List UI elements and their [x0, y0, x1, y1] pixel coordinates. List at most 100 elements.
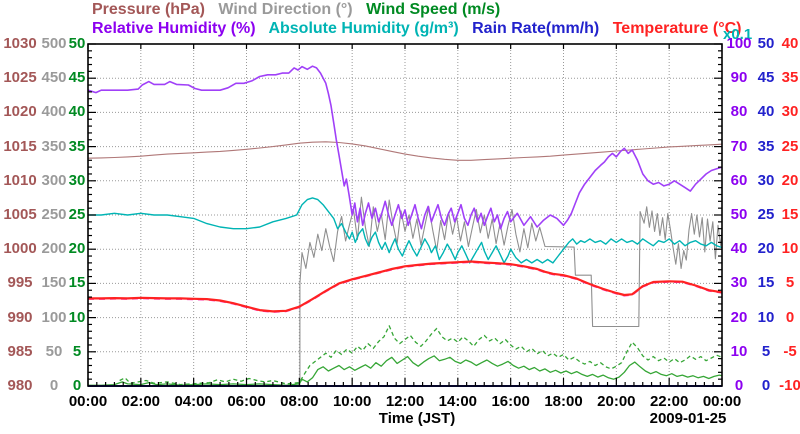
relative-humidity-axis-tick: 50 [730, 206, 748, 223]
temperature-axis-tick: 25 [781, 137, 799, 155]
legend-pressure: Pressure (hPa) [92, 1, 205, 18]
pressure-axis-tick: 1015 [3, 137, 37, 155]
wind-direction-axis-tick: 100 [41, 308, 67, 326]
rain-rate-axis-tick: 30 [757, 171, 775, 189]
rain-rate-axis-tick: 45 [757, 69, 775, 87]
wind-direction-axis-tick: 150 [41, 274, 67, 292]
relative-humidity-axis-tick: 10 [730, 342, 748, 360]
x-tick: 12:00 [385, 393, 425, 410]
rain-rate-axis-tick: 40 [757, 103, 775, 121]
relative-humidity-axis-tick: 80 [730, 103, 748, 121]
series-relative-humidity [87, 65, 723, 230]
relative-humidity-axis-tick: 90 [730, 69, 748, 87]
legend-wind-direction: Wind Direction (°) [218, 1, 353, 18]
x-axis-title: Time (JST) [378, 410, 456, 427]
rain-rate-axis-tick: 0 [761, 377, 771, 394]
wind-speed-axis-tick: 30 [68, 171, 86, 189]
series-absolute-humidity [88, 197, 723, 264]
legend-absolute-humidity: Absolute Humidity (g/m³) [268, 20, 459, 37]
rain-rate-axis-tick: 15 [757, 274, 775, 292]
legend-row-2: Relative Humidity (%) Absolute Humidity … [92, 20, 751, 38]
pressure-axis-tick: 995 [7, 274, 33, 292]
wind-direction-axis-tick: 300 [41, 171, 67, 189]
x-tick: 22:00 [649, 393, 689, 410]
temperature-axis-tick: -10 [779, 377, 800, 394]
rain-rate-axis-tick: 20 [757, 240, 775, 258]
wind-direction-axis-tick: 450 [41, 69, 67, 87]
legend-relative-humidity: Relative Humidity (%) [92, 20, 256, 37]
wind-direction-axis-tick: 350 [41, 137, 67, 155]
pressure-axis-tick: 1000 [3, 240, 37, 258]
relative-humidity-axis-tick: 60 [730, 171, 748, 189]
x-tick: 02:00 [121, 393, 161, 410]
series-wind-direction [88, 196, 723, 387]
wind-speed-axis-tick: 25 [68, 206, 86, 223]
rain-rate-axis-tick: 35 [757, 137, 775, 155]
series-pressure [87, 141, 723, 161]
rain-rate-axis-tick: 50 [757, 35, 775, 52]
wind-direction-axis-tick: 250 [41, 206, 67, 223]
relative-humidity-axis-tick: 20 [730, 308, 748, 326]
legend-row-1: Pressure (hPa) Wind Direction (°) Wind S… [92, 1, 509, 19]
relative-humidity-axis-tick: 70 [730, 137, 748, 155]
x-tick: 00:00 [702, 393, 742, 410]
pressure-axis-tick: 980 [7, 377, 33, 394]
wind-speed-axis-tick: 35 [68, 137, 86, 155]
wind-direction-axis-tick: 50 [45, 342, 63, 360]
wind-speed-axis-tick: 50 [68, 35, 86, 52]
series-wind-gust [119, 325, 723, 386]
pressure-axis-tick: 1020 [3, 103, 37, 121]
pressure-axis-tick: 985 [7, 342, 33, 360]
legend-temperature: Temperature (°C) [612, 20, 742, 37]
legend-wind-speed: Wind Speed (m/s) [366, 1, 501, 18]
rain-rate-axis-tick: 10 [757, 308, 775, 326]
temperature-axis-tick: 40 [781, 35, 799, 52]
wind-direction-axis-tick: 0 [49, 377, 59, 394]
x-tick: 16:00 [491, 393, 530, 410]
temperature-axis-tick: 15 [781, 206, 799, 223]
legend-rain-rate: Rain Rate(mm/h) [472, 20, 600, 37]
x-tick: 04:00 [174, 393, 213, 410]
relative-humidity-axis-tick: 40 [730, 240, 748, 258]
wind-direction-axis-tick: 500 [41, 35, 67, 52]
wind-speed-axis-tick: 5 [72, 342, 82, 360]
relative-humidity-axis-tick: 0 [734, 377, 744, 394]
x-tick: 06:00 [227, 393, 266, 410]
x-tick: 14:00 [438, 393, 478, 410]
wind-speed-axis-tick: 0 [72, 377, 82, 394]
temperature-axis-tick: 20 [781, 171, 799, 189]
temperature-axis-tick: 0 [785, 308, 795, 326]
wind-speed-axis-tick: 20 [68, 240, 86, 258]
x-tick: 00:00 [68, 393, 108, 410]
temperature-axis-tick: 35 [781, 69, 799, 87]
pressure-axis-tick: 1010 [3, 171, 37, 189]
wind-speed-axis-tick: 40 [68, 103, 86, 121]
date-label: 2009-01-25 [649, 410, 727, 427]
temperature-axis-tick: 5 [785, 274, 795, 292]
pressure-axis-tick: 1025 [3, 69, 37, 87]
series-temperature [88, 260, 723, 313]
series-wind-speed [88, 355, 723, 386]
pressure-axis-tick: 1030 [3, 35, 37, 52]
wind-speed-axis-tick: 15 [68, 274, 86, 292]
temperature-axis-tick: -5 [783, 342, 797, 360]
rain-rate-axis-tick: 5 [761, 342, 771, 360]
wind-direction-axis-tick: 200 [41, 240, 67, 258]
relative-humidity-axis-tick: 30 [730, 274, 748, 292]
x-tick: 08:00 [280, 393, 319, 410]
x-tick: 18:00 [544, 393, 583, 410]
rain-rate-axis-tick: 25 [757, 206, 775, 223]
temperature-axis-tick: 10 [781, 240, 799, 258]
x-tick: 20:00 [597, 393, 636, 410]
wind-speed-axis-tick: 45 [68, 69, 86, 87]
wind-speed-axis-tick: 10 [68, 308, 86, 326]
relative-humidity-axis-tick: 100 [726, 35, 752, 52]
temperature-axis-tick: 30 [781, 103, 799, 121]
wind-direction-axis-tick: 400 [41, 103, 67, 121]
pressure-axis-tick: 990 [7, 308, 33, 326]
pressure-axis-tick: 1005 [3, 206, 37, 223]
x-tick: 10:00 [332, 393, 372, 410]
absolute-humidity-scale-note: x0.1 [723, 26, 753, 43]
